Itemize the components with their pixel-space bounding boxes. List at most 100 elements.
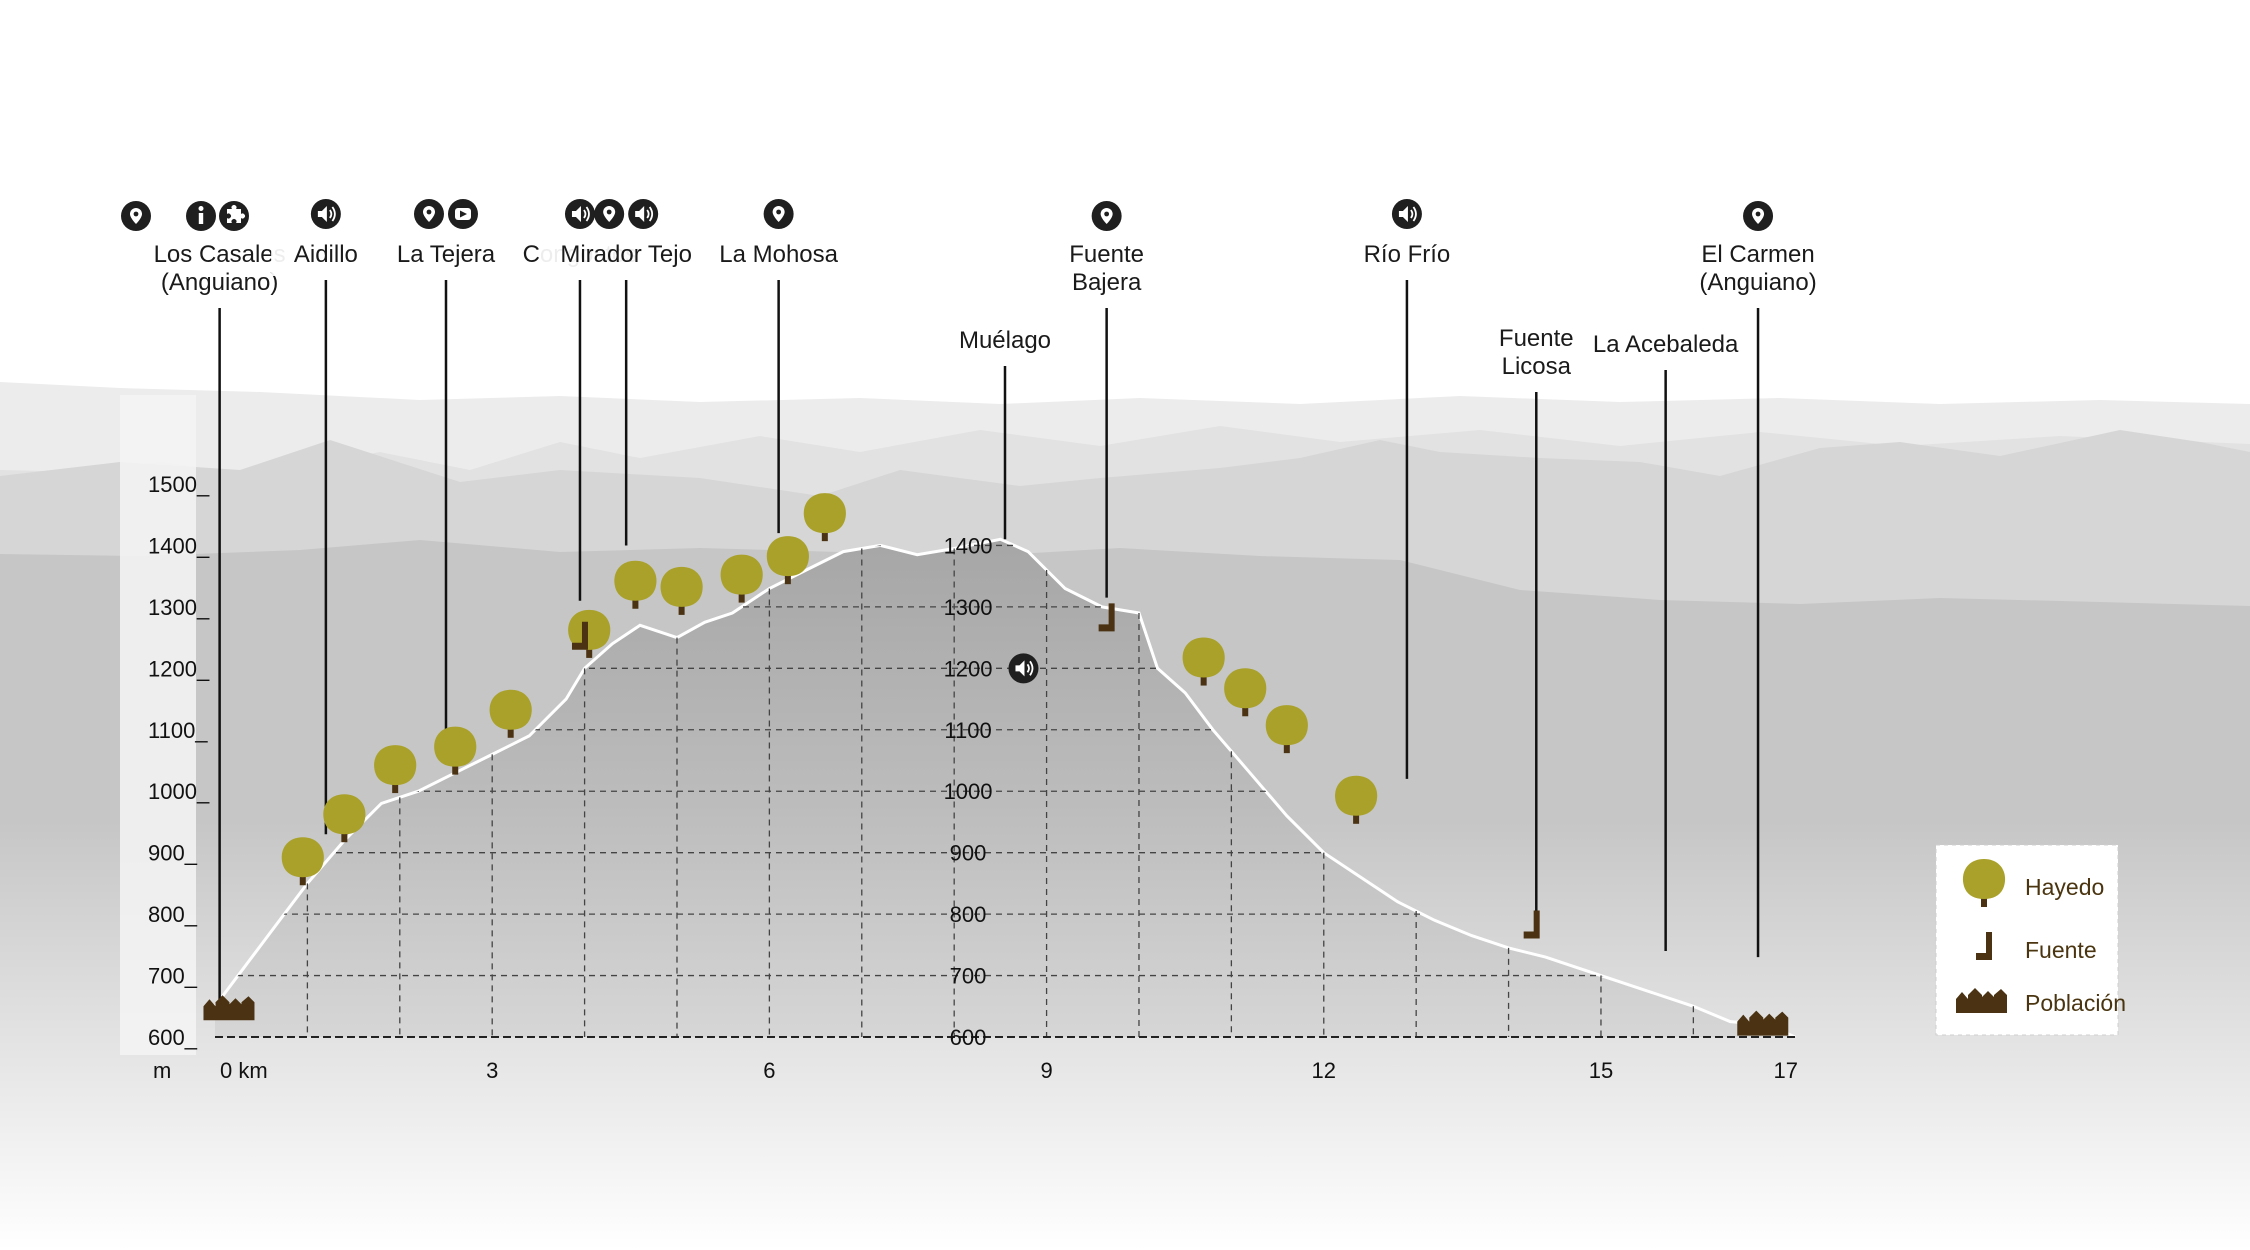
tree-crown (660, 566, 703, 607)
waypoint-label-bg (1345, 238, 1468, 276)
inner-elevation-label: 1300 (944, 595, 993, 620)
legend-poblacion-icon (1956, 988, 2007, 1013)
poblacion-marker (1737, 1010, 1789, 1036)
leader-layer (218, 280, 1760, 1007)
inner-elevation-label: 900 (950, 841, 987, 866)
waypoint-name: Fuente (1499, 325, 1574, 352)
grid-layer (215, 544, 1795, 1038)
speaker-shape (635, 206, 645, 222)
hayedo-tree-marker (1224, 668, 1267, 717)
sound-waves (1410, 206, 1417, 222)
waypoint-name: Muélago (959, 327, 1051, 354)
pin-hole (426, 209, 432, 215)
audio-icon (1391, 199, 1422, 229)
tree-crown (1962, 859, 2006, 899)
inner-elevation-label: 1200 (944, 656, 993, 681)
waypoint-label-bg (378, 238, 514, 276)
waypoint-name: El Carmen (1701, 241, 1814, 268)
puzzle-icon (219, 201, 249, 231)
hayedo-tree-marker (323, 794, 366, 843)
x-tick-label: 3 (486, 1058, 498, 1083)
poblacion-marker (203, 995, 255, 1021)
tree-crown (720, 554, 763, 595)
pin-hole (1104, 211, 1110, 217)
legend-label: Hayedo (2025, 874, 2104, 900)
fuente-marker (571, 621, 588, 650)
pin-icon (121, 201, 151, 231)
audio-icon (564, 199, 595, 229)
tree-trunk (507, 721, 514, 738)
sound-waves (329, 206, 336, 222)
inner-elevation-label: 700 (950, 964, 987, 989)
inner-elevation-label: 1100 (944, 718, 991, 743)
y-tick-label: 1200_ (148, 656, 210, 681)
waypoint-name: Aidillo (294, 241, 358, 268)
waypoint-label-bg (271, 238, 381, 276)
speaker-shape (1015, 660, 1025, 677)
waypoint-name: Mirador Tejo (560, 241, 692, 268)
legend-fuente-icon (1976, 932, 1992, 960)
waypoint-label-bg (950, 324, 1060, 362)
hayedo-tree-marker (434, 726, 477, 775)
waypoint-name: La Tejera (397, 241, 496, 268)
x-tick-label: 15 (1589, 1058, 1613, 1083)
tree-crown (803, 493, 846, 534)
audio-icon (310, 199, 341, 229)
puzzle-shape (227, 205, 245, 223)
y-tick-label: 1300_ (148, 595, 210, 620)
legend: Hayedo Fuente Población (1935, 844, 2126, 1036)
houses-shape (1956, 988, 2007, 1013)
tree-crown (374, 745, 417, 786)
waypoint-label: La Tejera (378, 199, 514, 276)
x-tick-label: 12 (1312, 1058, 1336, 1083)
tree-crown (1224, 668, 1267, 709)
y-tick-label: 1100_ (148, 718, 208, 743)
waypoint-label: La Acebaleda (1579, 328, 1752, 366)
hayedo-tree-marker (614, 560, 657, 609)
fuente-shape (1976, 932, 1992, 960)
waypoint-label: Muélago (950, 324, 1060, 362)
y-tick-label: 1400_ (148, 533, 210, 558)
info-icon (186, 201, 216, 231)
waypoint-name: (Anguiano) (1699, 269, 1816, 296)
hayedo-tree-marker (766, 536, 809, 585)
waypoint-label: Mirador Tejo (540, 199, 713, 276)
fuente-shape (1098, 603, 1115, 632)
info-bar (198, 213, 204, 224)
profile-layer (213, 537, 1796, 1039)
marker-layer (203, 493, 1789, 1036)
y-tick-label: 600_ (148, 1025, 198, 1050)
hayedo-tree-marker (720, 554, 763, 603)
sound-waves (646, 206, 654, 222)
waypoint-label: Río Frío (1345, 199, 1468, 276)
y-tick-label: 900_ (148, 841, 198, 866)
hayedo-tree-marker (568, 609, 611, 658)
pin-icon (1091, 201, 1122, 231)
y-axis-unit: m (153, 1058, 171, 1083)
inner-elevation-label: 1400 (944, 533, 993, 558)
x-tick-label: 9 (1040, 1058, 1052, 1083)
waypoint-label-bg (540, 238, 713, 276)
legend-label: Fuente (2025, 937, 2097, 963)
inner-elevation-label: 800 (950, 902, 987, 927)
x-tick-label: 6 (763, 1058, 775, 1083)
tree-crown (614, 560, 657, 601)
tree-crown (1182, 637, 1225, 678)
fuente-shape (571, 621, 588, 650)
legend-item: Población (1956, 988, 2126, 1016)
waypoint-name: La Acebaleda (1593, 331, 1739, 358)
profile-area (215, 539, 1795, 1037)
play-triangle (459, 210, 467, 218)
fuente-marker (1098, 603, 1115, 632)
legend-label: Población (2025, 990, 2126, 1016)
axis-layer: 600_ 700_ 800_ 900_ 1000_ 1100_ 1200_ 1300_ 1400… (148, 472, 1798, 1083)
hayedo-tree-marker (281, 837, 324, 886)
hayedo-tree-marker (803, 493, 846, 542)
profile-line (213, 537, 1796, 1039)
hayedo-tree-marker (374, 745, 417, 794)
fuente-marker (1523, 910, 1540, 939)
fuente-shape (1523, 910, 1540, 939)
y-tick-label: 1000_ (148, 779, 210, 804)
